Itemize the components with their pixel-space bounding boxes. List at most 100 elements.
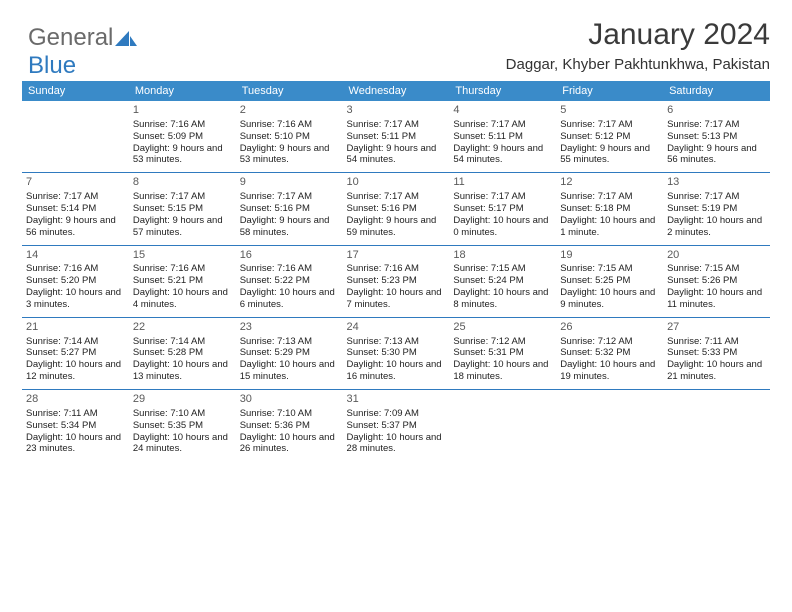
day-number: 11 xyxy=(453,176,552,190)
day-cell xyxy=(449,390,556,461)
week-row: 21Sunrise: 7:14 AMSunset: 5:27 PMDayligh… xyxy=(22,318,770,390)
day-number: 13 xyxy=(667,176,766,190)
day-cell xyxy=(22,101,129,173)
day-number: 7 xyxy=(26,176,125,190)
brand-sail-icon xyxy=(115,29,137,47)
day-number: 14 xyxy=(26,249,125,263)
day-cell: 4Sunrise: 7:17 AMSunset: 5:11 PMDaylight… xyxy=(449,101,556,173)
day-info: Sunrise: 7:13 AMSunset: 5:29 PMDaylight:… xyxy=(240,336,339,384)
day-info: Sunrise: 7:09 AMSunset: 5:37 PMDaylight:… xyxy=(347,408,446,456)
day-number: 27 xyxy=(667,321,766,335)
day-number: 25 xyxy=(453,321,552,335)
dow-sat: Saturday xyxy=(663,81,770,101)
day-info: Sunrise: 7:17 AMSunset: 5:17 PMDaylight:… xyxy=(453,191,552,239)
day-cell: 16Sunrise: 7:16 AMSunset: 5:22 PMDayligh… xyxy=(236,246,343,318)
day-number: 30 xyxy=(240,393,339,407)
day-number: 18 xyxy=(453,249,552,263)
day-cell: 29Sunrise: 7:10 AMSunset: 5:35 PMDayligh… xyxy=(129,390,236,461)
day-number: 5 xyxy=(560,104,659,118)
day-cell: 25Sunrise: 7:12 AMSunset: 5:31 PMDayligh… xyxy=(449,318,556,390)
day-cell: 7Sunrise: 7:17 AMSunset: 5:14 PMDaylight… xyxy=(22,173,129,245)
day-cell: 11Sunrise: 7:17 AMSunset: 5:17 PMDayligh… xyxy=(449,173,556,245)
day-number: 10 xyxy=(347,176,446,190)
day-cell: 20Sunrise: 7:15 AMSunset: 5:26 PMDayligh… xyxy=(663,246,770,318)
day-cell xyxy=(663,390,770,461)
day-info: Sunrise: 7:16 AMSunset: 5:21 PMDaylight:… xyxy=(133,263,232,311)
dow-header-row: Sunday Monday Tuesday Wednesday Thursday… xyxy=(22,81,770,101)
day-info: Sunrise: 7:15 AMSunset: 5:24 PMDaylight:… xyxy=(453,263,552,311)
day-cell: 5Sunrise: 7:17 AMSunset: 5:12 PMDaylight… xyxy=(556,101,663,173)
day-number: 3 xyxy=(347,104,446,118)
day-info: Sunrise: 7:11 AMSunset: 5:34 PMDaylight:… xyxy=(26,408,125,456)
day-info: Sunrise: 7:17 AMSunset: 5:19 PMDaylight:… xyxy=(667,191,766,239)
day-info: Sunrise: 7:16 AMSunset: 5:09 PMDaylight:… xyxy=(133,119,232,167)
dow-wed: Wednesday xyxy=(343,81,450,101)
day-info: Sunrise: 7:17 AMSunset: 5:11 PMDaylight:… xyxy=(453,119,552,167)
day-number: 2 xyxy=(240,104,339,118)
day-info: Sunrise: 7:11 AMSunset: 5:33 PMDaylight:… xyxy=(667,336,766,384)
day-number: 21 xyxy=(26,321,125,335)
day-number: 28 xyxy=(26,393,125,407)
day-cell: 28Sunrise: 7:11 AMSunset: 5:34 PMDayligh… xyxy=(22,390,129,461)
day-number: 17 xyxy=(347,249,446,263)
week-row: 7Sunrise: 7:17 AMSunset: 5:14 PMDaylight… xyxy=(22,173,770,245)
day-info: Sunrise: 7:12 AMSunset: 5:32 PMDaylight:… xyxy=(560,336,659,384)
dow-fri: Friday xyxy=(556,81,663,101)
day-info: Sunrise: 7:17 AMSunset: 5:18 PMDaylight:… xyxy=(560,191,659,239)
day-info: Sunrise: 7:14 AMSunset: 5:27 PMDaylight:… xyxy=(26,336,125,384)
day-number: 29 xyxy=(133,393,232,407)
day-cell: 22Sunrise: 7:14 AMSunset: 5:28 PMDayligh… xyxy=(129,318,236,390)
day-info: Sunrise: 7:13 AMSunset: 5:30 PMDaylight:… xyxy=(347,336,446,384)
dow-tue: Tuesday xyxy=(236,81,343,101)
day-cell: 8Sunrise: 7:17 AMSunset: 5:15 PMDaylight… xyxy=(129,173,236,245)
day-cell: 9Sunrise: 7:17 AMSunset: 5:16 PMDaylight… xyxy=(236,173,343,245)
dow-mon: Monday xyxy=(129,81,236,101)
dow-thu: Thursday xyxy=(449,81,556,101)
brand-part2: Blue xyxy=(28,52,76,79)
day-info: Sunrise: 7:17 AMSunset: 5:14 PMDaylight:… xyxy=(26,191,125,239)
day-cell: 17Sunrise: 7:16 AMSunset: 5:23 PMDayligh… xyxy=(343,246,450,318)
brand-part1: General xyxy=(28,24,113,51)
day-number: 8 xyxy=(133,176,232,190)
day-number: 1 xyxy=(133,104,232,118)
day-info: Sunrise: 7:17 AMSunset: 5:12 PMDaylight:… xyxy=(560,119,659,167)
day-number: 31 xyxy=(347,393,446,407)
day-cell: 2Sunrise: 7:16 AMSunset: 5:10 PMDaylight… xyxy=(236,101,343,173)
day-info: Sunrise: 7:15 AMSunset: 5:26 PMDaylight:… xyxy=(667,263,766,311)
day-info: Sunrise: 7:15 AMSunset: 5:25 PMDaylight:… xyxy=(560,263,659,311)
day-number: 16 xyxy=(240,249,339,263)
day-cell: 26Sunrise: 7:12 AMSunset: 5:32 PMDayligh… xyxy=(556,318,663,390)
day-info: Sunrise: 7:16 AMSunset: 5:10 PMDaylight:… xyxy=(240,119,339,167)
day-info: Sunrise: 7:16 AMSunset: 5:22 PMDaylight:… xyxy=(240,263,339,311)
day-cell: 1Sunrise: 7:16 AMSunset: 5:09 PMDaylight… xyxy=(129,101,236,173)
day-cell: 23Sunrise: 7:13 AMSunset: 5:29 PMDayligh… xyxy=(236,318,343,390)
day-number: 24 xyxy=(347,321,446,335)
day-number: 6 xyxy=(667,104,766,118)
dow-sun: Sunday xyxy=(22,81,129,101)
day-number: 20 xyxy=(667,249,766,263)
day-info: Sunrise: 7:17 AMSunset: 5:15 PMDaylight:… xyxy=(133,191,232,239)
day-cell: 18Sunrise: 7:15 AMSunset: 5:24 PMDayligh… xyxy=(449,246,556,318)
day-cell xyxy=(556,390,663,461)
day-info: Sunrise: 7:10 AMSunset: 5:35 PMDaylight:… xyxy=(133,408,232,456)
day-cell: 14Sunrise: 7:16 AMSunset: 5:20 PMDayligh… xyxy=(22,246,129,318)
day-info: Sunrise: 7:14 AMSunset: 5:28 PMDaylight:… xyxy=(133,336,232,384)
day-info: Sunrise: 7:10 AMSunset: 5:36 PMDaylight:… xyxy=(240,408,339,456)
day-cell: 27Sunrise: 7:11 AMSunset: 5:33 PMDayligh… xyxy=(663,318,770,390)
day-number: 22 xyxy=(133,321,232,335)
day-cell: 3Sunrise: 7:17 AMSunset: 5:11 PMDaylight… xyxy=(343,101,450,173)
day-cell: 13Sunrise: 7:17 AMSunset: 5:19 PMDayligh… xyxy=(663,173,770,245)
day-number: 9 xyxy=(240,176,339,190)
week-row: 28Sunrise: 7:11 AMSunset: 5:34 PMDayligh… xyxy=(22,390,770,461)
day-number: 26 xyxy=(560,321,659,335)
day-number: 23 xyxy=(240,321,339,335)
day-info: Sunrise: 7:17 AMSunset: 5:13 PMDaylight:… xyxy=(667,119,766,167)
day-cell: 19Sunrise: 7:15 AMSunset: 5:25 PMDayligh… xyxy=(556,246,663,318)
day-info: Sunrise: 7:17 AMSunset: 5:11 PMDaylight:… xyxy=(347,119,446,167)
day-cell: 24Sunrise: 7:13 AMSunset: 5:30 PMDayligh… xyxy=(343,318,450,390)
day-number: 4 xyxy=(453,104,552,118)
day-number: 15 xyxy=(133,249,232,263)
day-number: 12 xyxy=(560,176,659,190)
day-cell: 12Sunrise: 7:17 AMSunset: 5:18 PMDayligh… xyxy=(556,173,663,245)
day-cell: 21Sunrise: 7:14 AMSunset: 5:27 PMDayligh… xyxy=(22,318,129,390)
